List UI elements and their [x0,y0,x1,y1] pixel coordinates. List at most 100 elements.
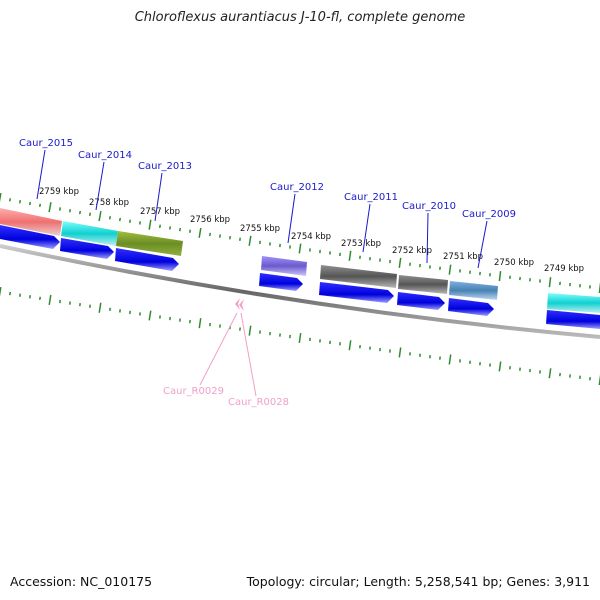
cds-arrow[interactable] [115,248,179,271]
cog-gene-blocks [0,208,600,313]
tick-mark [8,291,12,296]
cds-arrow[interactable] [546,310,600,329]
gene-label-caur-2011[interactable]: Caur_2011 [344,192,398,203]
tick-mark [18,293,22,297]
tick-mark [218,234,222,238]
gene-label-caur-2014[interactable]: Caur_2014 [78,150,132,161]
cds-arrow[interactable] [0,225,60,249]
cds-arrow[interactable] [448,298,494,316]
tick-mark [48,202,52,213]
tick-mark [0,192,2,203]
cds-arrow[interactable] [60,238,114,259]
outer-tick-ring [0,192,600,294]
gene-block-right[interactable] [547,293,600,313]
rna-feature-caur-r0028[interactable] [239,299,244,311]
tick-mark [128,219,132,223]
gene-block-caur-2009[interactable] [449,281,498,300]
tick-mark [98,210,102,222]
topology-text: Topology: circular; Length: 5,258,541 bp… [246,574,590,589]
tick-mark [18,199,22,204]
cds-arrow[interactable] [319,282,394,303]
cds-arrows [0,225,600,329]
kbp-label: 2749 kbp [544,264,584,274]
tick-mark [98,302,102,313]
tick-mark [158,224,162,229]
tick-mark [188,229,192,233]
kbp-label: 2755 kbp [240,224,280,234]
kbp-label: 2758 kbp [89,198,129,208]
tick-mark [138,221,142,225]
tick-mark [248,235,252,246]
gene-label-caur-2015[interactable]: Caur_2015 [19,138,73,149]
tick-mark [78,210,82,215]
inner-tick-ring [0,286,600,386]
tick-mark [448,354,452,365]
tick-mark [198,227,202,238]
kbp-labels: 2759 kbp 2758 kbp 2757 kbp 2756 kbp 2755… [39,187,584,274]
tick-mark [148,219,152,230]
tick-mark [178,227,182,232]
tick-mark [348,340,352,351]
tick-mark [548,277,552,288]
gene-block-caur-2015[interactable] [0,208,62,236]
tick-mark [0,286,2,297]
tick-mark [228,235,232,240]
tick-mark [48,294,52,306]
tick-mark [148,310,152,321]
tick-mark [348,250,352,261]
rna-feature-caur-r0029[interactable] [235,298,240,310]
tick-mark [58,207,62,211]
rna-leader-lines [199,312,257,397]
cds-arrow[interactable] [259,273,303,291]
gene-label-caur-2013[interactable]: Caur_2013 [138,161,192,172]
kbp-label: 2750 kbp [494,258,534,268]
tick-mark [108,216,112,220]
tick-mark [448,264,452,275]
cds-arrow[interactable] [397,292,445,310]
gene-block-caur-2012[interactable] [261,256,307,276]
tick-mark [208,232,212,237]
tick-mark [398,347,402,358]
gene-block-caur-2014[interactable] [61,221,118,246]
map-title: Chloroflexus aurantiacus J-10-fl, comple… [134,10,466,25]
tick-mark [198,318,202,329]
kbp-label: 2751 kbp [443,252,483,262]
tick-mark [248,325,252,336]
tick-mark [168,226,172,230]
tick-mark [8,198,12,202]
gene-leader-lines [36,149,488,269]
tick-mark [28,201,32,206]
gene-block-caur-2013[interactable] [116,231,183,256]
tick-mark [88,212,92,217]
gene-block-caur-2011[interactable] [320,265,397,288]
tick-mark [298,243,302,254]
kbp-label: 2754 kbp [291,232,331,242]
kbp-label: 2759 kbp [39,187,79,197]
gene-label-caur-2012[interactable]: Caur_2012 [270,182,324,193]
tick-mark [38,203,42,208]
kbp-label: 2753 kbp [341,239,381,249]
genome-backbone [0,244,600,339]
tick-mark [298,332,302,344]
kbp-label: 2757 kbp [140,207,180,217]
gene-label-caur-2009[interactable]: Caur_2009 [462,209,516,220]
rna-features [235,298,244,311]
tick-mark [118,217,122,222]
tick-mark [498,361,502,372]
tick-mark [548,368,552,379]
tick-mark [398,257,402,268]
rna-label-caur-r0028[interactable]: Caur_R0028 [228,397,289,408]
tick-mark [498,271,502,282]
gene-label-caur-2010[interactable]: Caur_2010 [402,201,456,212]
tick-mark [38,296,42,301]
kbp-label: 2756 kbp [190,215,230,225]
gene-labels: Caur_2015 Caur_2014 Caur_2013 Caur_2012 … [19,138,516,220]
gene-block-caur-2010[interactable] [398,275,448,294]
tick-mark [28,295,32,299]
accession-text: Accession: NC_010175 [10,574,153,589]
rna-labels: Caur_R0029 Caur_R0028 [163,386,289,408]
tick-mark [68,209,72,213]
rna-label-caur-r0029[interactable]: Caur_R0029 [163,386,224,397]
kbp-label: 2752 kbp [392,246,432,256]
